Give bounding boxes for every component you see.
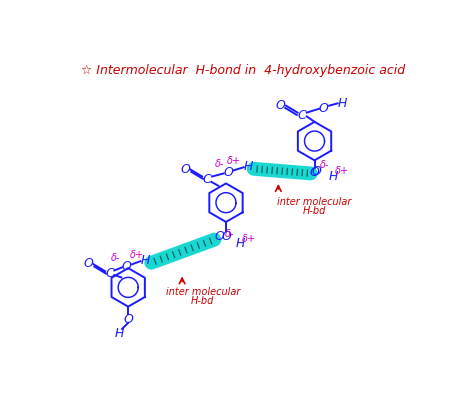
Text: O: O — [318, 102, 328, 114]
Text: ☆ Intermolecular  H-bond in  4-hydroxybenzoic acid: ☆ Intermolecular H-bond in 4-hydroxybenz… — [81, 63, 405, 76]
Text: O: O — [83, 256, 93, 270]
Text: O: O — [311, 164, 321, 178]
Text: δ+: δ+ — [335, 165, 348, 175]
Text: O: O — [223, 166, 233, 179]
Text: O: O — [180, 162, 190, 175]
Text: H: H — [328, 170, 337, 183]
Text: O: O — [215, 229, 225, 242]
Text: inter molecular: inter molecular — [277, 197, 352, 206]
Text: H: H — [114, 327, 124, 339]
Text: C: C — [105, 267, 114, 280]
Text: δ-: δ- — [111, 252, 120, 262]
Text: inter molecular: inter molecular — [166, 287, 240, 297]
Text: H-bd: H-bd — [191, 295, 215, 305]
Text: δ+: δ+ — [227, 155, 241, 165]
Text: O: O — [276, 98, 286, 112]
Text: δ-: δ- — [225, 229, 235, 239]
Text: H: H — [337, 97, 347, 110]
Text: C: C — [202, 172, 211, 185]
Text: δ+: δ+ — [242, 233, 256, 244]
Text: δ+: δ+ — [130, 249, 145, 259]
Text: H: H — [236, 237, 246, 249]
Text: O: O — [221, 230, 231, 243]
Text: δ-: δ- — [320, 160, 329, 170]
Text: δ-: δ- — [215, 158, 225, 168]
Text: C: C — [297, 109, 306, 122]
Text: H: H — [244, 160, 253, 173]
Text: O: O — [123, 312, 133, 325]
Text: H-bd: H-bd — [303, 205, 326, 215]
Text: O: O — [122, 260, 132, 273]
Text: O: O — [310, 166, 319, 179]
Text: H: H — [140, 254, 150, 266]
